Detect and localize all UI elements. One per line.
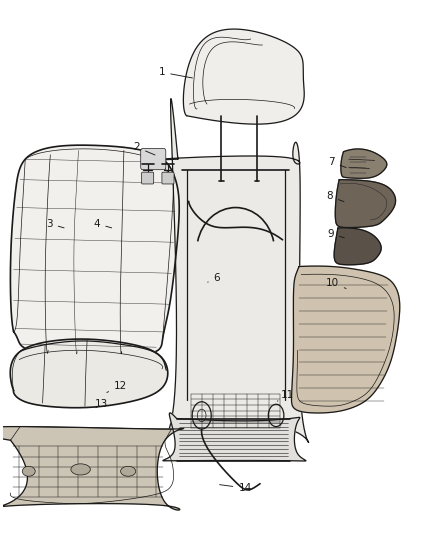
- Polygon shape: [0, 426, 184, 510]
- Text: 3: 3: [46, 219, 64, 229]
- Text: 1: 1: [159, 67, 192, 78]
- Ellipse shape: [22, 466, 35, 477]
- Polygon shape: [163, 413, 306, 461]
- Text: 14: 14: [219, 483, 251, 493]
- Text: 10: 10: [326, 278, 346, 288]
- Ellipse shape: [71, 464, 90, 475]
- Text: 12: 12: [107, 381, 127, 392]
- Text: 11: 11: [277, 390, 294, 401]
- Polygon shape: [334, 228, 381, 265]
- Ellipse shape: [120, 466, 136, 477]
- Text: 7: 7: [328, 157, 346, 167]
- Text: 6: 6: [208, 273, 220, 284]
- FancyBboxPatch shape: [162, 172, 174, 184]
- Polygon shape: [11, 145, 179, 356]
- Polygon shape: [292, 266, 400, 413]
- Text: 9: 9: [327, 229, 344, 239]
- FancyBboxPatch shape: [141, 172, 154, 184]
- Text: 8: 8: [326, 191, 344, 201]
- Polygon shape: [148, 99, 309, 442]
- Polygon shape: [10, 339, 168, 408]
- Polygon shape: [336, 180, 396, 228]
- Text: 2: 2: [134, 142, 155, 155]
- Text: 13: 13: [95, 399, 108, 409]
- Polygon shape: [184, 29, 304, 124]
- FancyBboxPatch shape: [141, 149, 166, 169]
- Polygon shape: [341, 149, 387, 179]
- Text: 4: 4: [94, 219, 112, 229]
